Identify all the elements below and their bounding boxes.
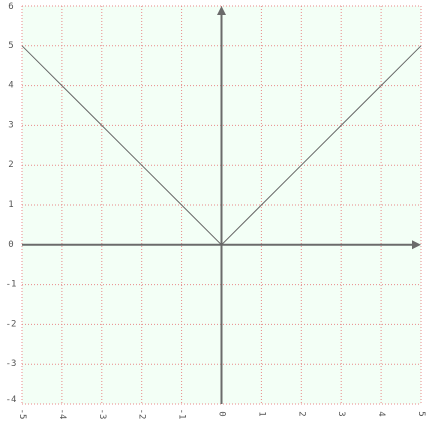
grid [21,5,422,405]
y-tick-label: -2 [6,319,17,329]
y-tick-label: 6 [8,2,13,12]
x-axis-arrow-icon [412,240,421,250]
x-tick-label: -5 [17,409,27,420]
y-tick-label: 4 [8,81,13,91]
x-tick-label: -4 [57,409,67,420]
x-tick-label: -2 [137,409,147,420]
y-tick-label: 1 [8,200,13,210]
series-line [21,45,422,246]
y-tick-label: -3 [6,359,17,369]
x-tick-label: 0 [217,411,227,416]
y-tick-label: 5 [8,41,13,51]
x-tick-labels: -5 -4 -3 -2 -1 0 1 2 3 4 5 [17,409,426,420]
y-axis-arrow-icon [217,6,226,15]
series [21,45,422,246]
axes [22,6,421,404]
y-tick-label: -1 [6,280,17,290]
y-tick-label: -4 [6,395,17,405]
x-tick-label: 3 [336,411,346,416]
x-tick-label: 4 [376,411,386,416]
x-tick-label: 5 [416,411,426,416]
y-tick-label: 0 [8,240,13,250]
x-tick-label: 1 [256,411,266,416]
y-tick-label: 2 [8,160,13,170]
x-tick-label: -3 [97,409,107,420]
y-tick-label: 3 [8,120,13,130]
y-tick-labels: -4 -3 -2 -1 0 1 2 3 4 5 6 [6,2,17,405]
x-tick-label: -1 [177,409,187,420]
x-tick-label: 2 [296,411,306,416]
